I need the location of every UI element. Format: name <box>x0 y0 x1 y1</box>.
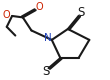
Text: O: O <box>3 10 11 20</box>
Text: S: S <box>77 6 84 19</box>
Text: S: S <box>43 65 50 78</box>
Text: N: N <box>44 33 51 43</box>
Text: O: O <box>35 2 43 12</box>
